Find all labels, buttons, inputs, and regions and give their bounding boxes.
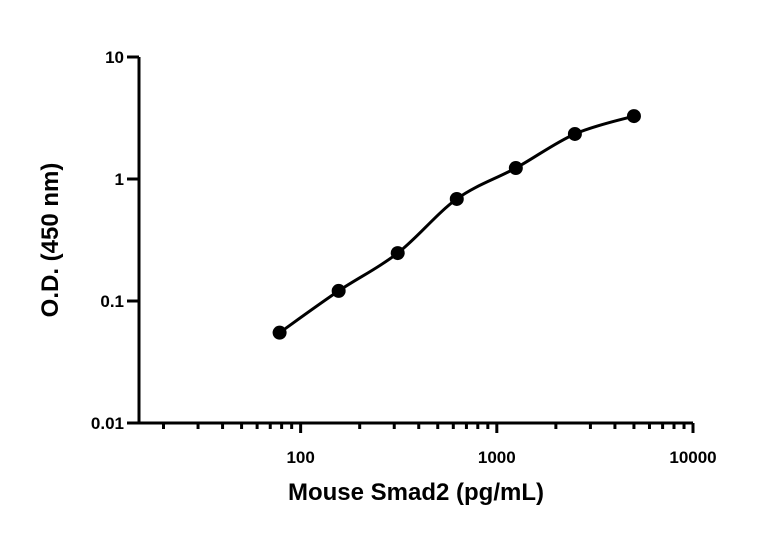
data-point bbox=[567, 126, 582, 141]
x-tick-label: 1000 bbox=[478, 448, 516, 467]
x-tick-label: 10000 bbox=[669, 448, 716, 467]
y-tick-label: 1 bbox=[115, 170, 124, 189]
data-point bbox=[626, 109, 641, 124]
x-tick-label: 100 bbox=[286, 448, 314, 467]
data-point bbox=[390, 246, 405, 261]
y-tick-label: 0.01 bbox=[91, 414, 124, 433]
x-axis-label: Mouse Smad2 (pg/mL) bbox=[288, 479, 544, 506]
data-point bbox=[331, 283, 346, 298]
data-point bbox=[449, 191, 464, 206]
y-axis-label: O.D. (450 nm) bbox=[37, 163, 64, 318]
data-point bbox=[272, 325, 287, 340]
y-tick-label: 0.1 bbox=[100, 292, 124, 311]
y-tick-label: 10 bbox=[105, 48, 124, 67]
fit-curve bbox=[278, 114, 635, 334]
data-point bbox=[508, 161, 523, 176]
